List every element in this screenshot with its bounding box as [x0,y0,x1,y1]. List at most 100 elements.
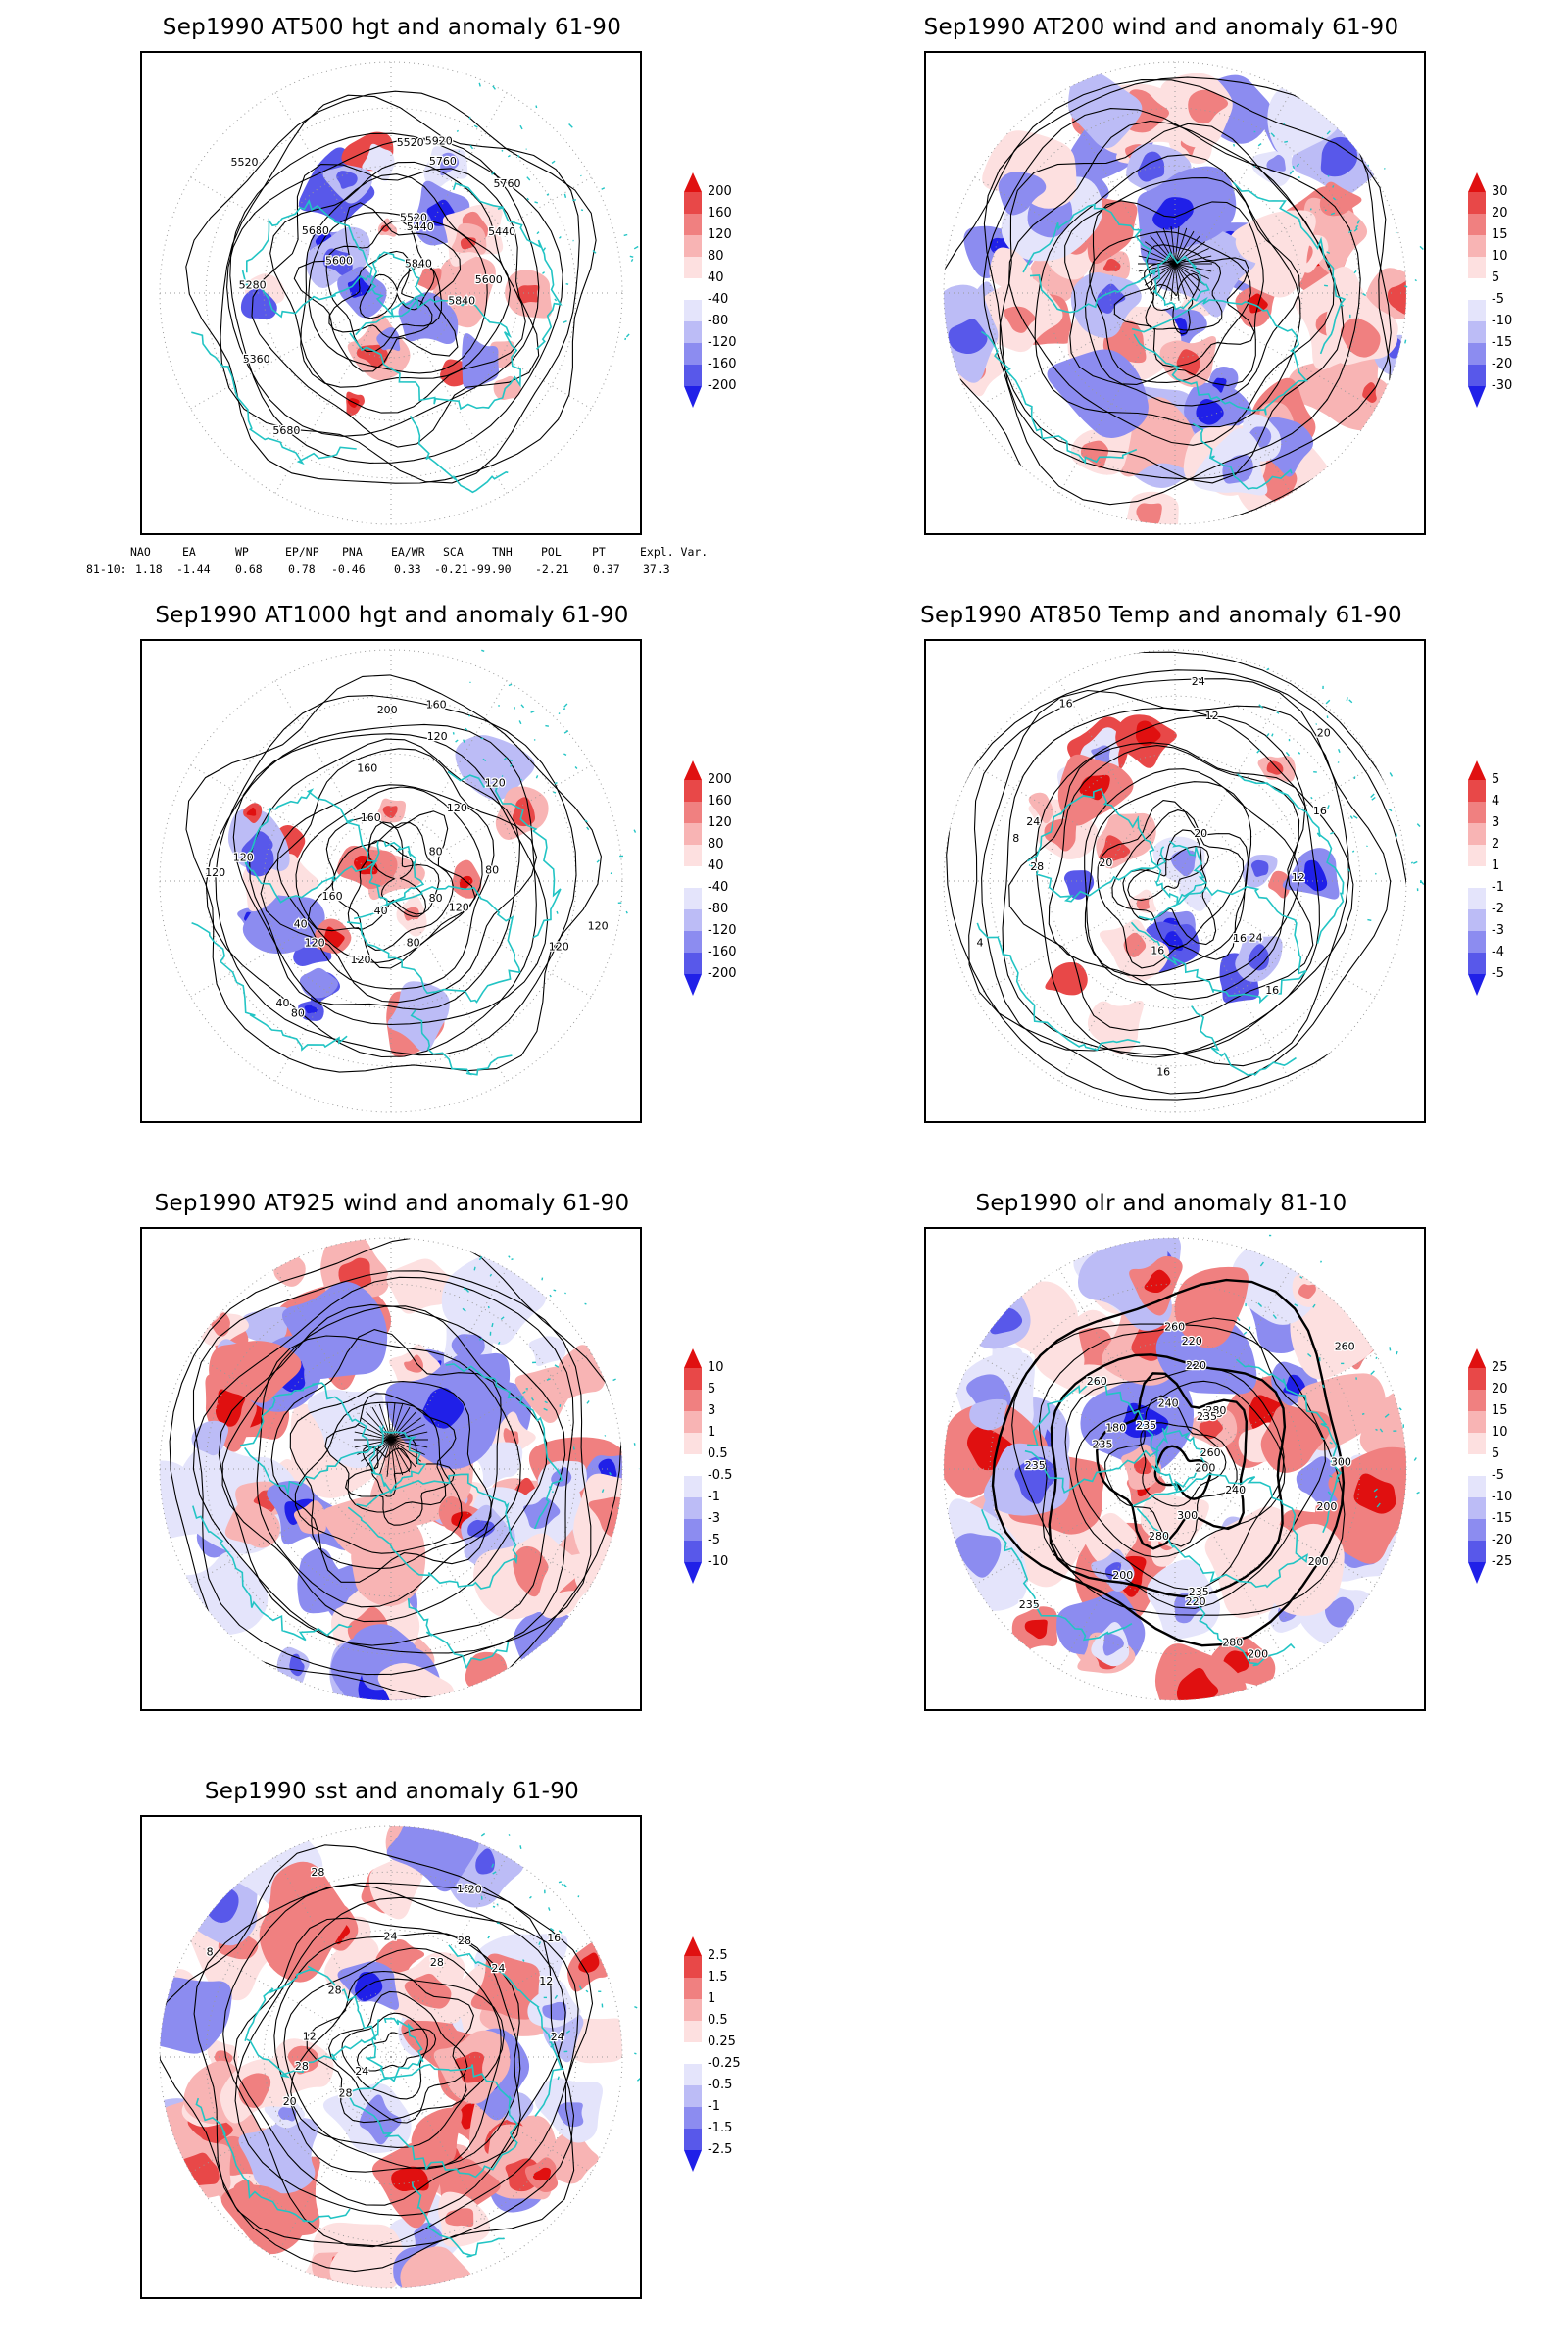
colorbar-swatch [684,888,702,909]
island [625,333,630,338]
colorbar-min-arrow [1468,974,1486,996]
island [519,124,523,130]
island [564,193,567,198]
contour-line [1008,742,1314,1032]
colorbar-label: -3 [708,1511,720,1526]
colorbar-swatch [1468,1541,1486,1562]
positive-anomaly [273,1250,306,1287]
index-row-label: 81-10: [86,563,127,576]
contour-line [1140,1422,1227,1507]
island [548,1907,551,1911]
island [1324,209,1327,212]
island [601,1489,605,1494]
streamline [361,1439,392,1462]
colorbar-swatch [684,1999,702,2021]
map: 5920584057605680560055205440536052805520… [159,61,639,525]
contours [991,1278,1346,1647]
island [1413,1457,1417,1461]
colorbar-swatch [1468,1497,1486,1519]
island [1355,224,1359,228]
contour-label: 200 [1195,1462,1215,1475]
contour-line [991,1278,1346,1647]
streamline [944,79,1392,524]
streamline [294,1401,463,1554]
positive-anomaly [400,2246,474,2288]
island [542,247,547,252]
contour-label: 20 [1317,726,1331,739]
negative-anomaly [955,1533,1002,1578]
island [1315,723,1318,725]
island [1276,711,1280,714]
coastline [407,1598,510,1670]
contour-label: 16 [1233,932,1247,945]
contour-label: 28 [328,1984,342,1997]
contour-label: 16 [1059,698,1073,710]
contour-line [1035,714,1320,1058]
island [564,730,569,734]
contour-label: 24 [355,2065,368,2078]
island [1327,805,1330,809]
negative-anomaly [1301,859,1328,892]
streamline [1064,177,1300,407]
map-frame: 16 12 16 8 20 4 24 16 12 20 24 28 16 24 20 16 16 [924,639,1426,1123]
coastline [1191,1005,1297,1076]
negative-anomaly [387,981,450,1053]
streamline [390,1403,404,1441]
contour-label: 24 [1026,815,1040,828]
contour-label: 28 [339,2087,353,2100]
panel-title: Sep1990 AT500 hgt and anomaly 61-90 [162,15,622,40]
negative-anomaly [1324,1596,1355,1628]
contour-label: 16 [547,1932,561,1944]
colorbar-swatch [1468,909,1486,931]
streamline [390,1439,411,1473]
contour-label: 160 [426,698,447,710]
streamline [1174,263,1209,279]
colorbar-swatch [684,1978,702,1999]
colorbar-swatch [684,2129,702,2150]
positive-anomaly [382,806,398,818]
positive-anomaly [1135,720,1161,746]
colorbar-label: 160 [708,206,732,220]
island [1361,1412,1365,1415]
contour-label: 235 [1189,1586,1209,1598]
index-header: PT [592,545,606,559]
island [1298,176,1300,179]
colorbar-label: -5 [1492,966,1504,981]
colorbar: 5 4 3 2 1 -1 -2 -3 -4 -5 [1466,760,1554,1027]
latitude-circle [1047,165,1303,421]
island [535,105,538,109]
panel-title: Sep1990 AT1000 hgt and anomaly 61-90 [155,603,629,628]
coastline [365,2017,424,2082]
colorbar-label: 0.5 [708,2013,728,2028]
colorbar-swatch [684,365,702,386]
island [520,704,525,709]
positive-anomaly [1235,220,1305,275]
coastline [191,921,348,1052]
latitude-circle [325,1403,457,1535]
colorbar-label: 5 [1492,270,1500,285]
negative-anomaly [1320,136,1358,177]
island [1375,1356,1378,1360]
island [604,1435,607,1437]
index-header: PNA [342,545,363,559]
negative-anomaly [322,248,353,276]
island [478,1338,483,1341]
positive-anomaly [1298,1284,1316,1299]
negative-anomaly [440,152,460,176]
contour-label: 28 [1030,860,1044,873]
colorbar-swatch [684,2107,702,2129]
coastline [411,2181,506,2258]
negative-anomaly [304,1004,318,1014]
streamline [1174,248,1209,265]
colorbar: 200 160 120 80 40 -40 -80 -120 -160 -200 [682,760,770,1027]
island [1338,748,1341,754]
island [473,1266,476,1271]
island [1332,197,1337,201]
colorbar-label: 1.5 [708,1970,728,1984]
streamline [390,1439,404,1476]
island [565,283,569,285]
streamline [999,122,1345,484]
map: 2352352202002352602802602352002202402602… [943,1234,1420,1701]
island [508,1834,511,1836]
positive-anomaly [1268,870,1290,899]
